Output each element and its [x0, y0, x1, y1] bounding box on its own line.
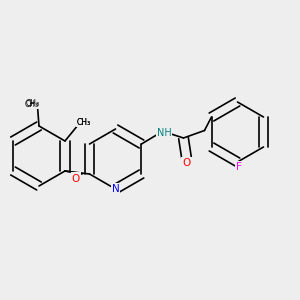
Text: F: F: [236, 162, 242, 172]
Text: N: N: [112, 184, 119, 194]
Text: N: N: [112, 184, 119, 194]
Text: CH₃: CH₃: [26, 99, 40, 108]
Text: CH₃: CH₃: [25, 100, 39, 109]
Text: NH: NH: [157, 128, 171, 138]
Text: O: O: [72, 173, 80, 184]
Text: O: O: [182, 158, 190, 168]
Text: CH₃: CH₃: [77, 118, 91, 127]
Text: CH₃: CH₃: [77, 118, 91, 127]
